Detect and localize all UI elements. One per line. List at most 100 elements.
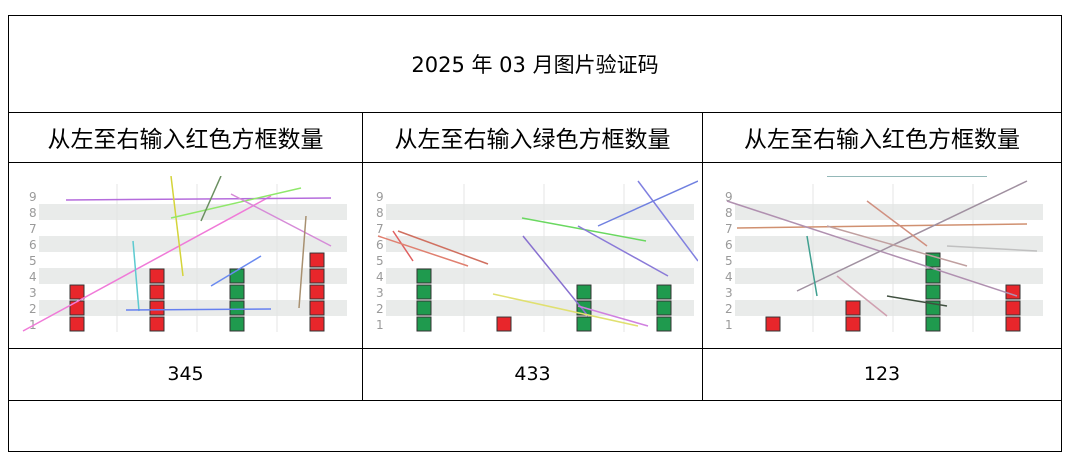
row-label: 3 bbox=[29, 286, 37, 300]
noise-line bbox=[230, 192, 331, 247]
red-box bbox=[309, 268, 324, 284]
grid-band bbox=[735, 267, 1043, 284]
row-label: 9 bbox=[725, 190, 733, 204]
row-label: 5 bbox=[725, 254, 733, 268]
green-box bbox=[416, 316, 431, 332]
green-box bbox=[229, 316, 244, 332]
noise-line bbox=[796, 179, 1028, 292]
green-box bbox=[925, 316, 941, 332]
row-label: 1 bbox=[725, 318, 733, 332]
green-box bbox=[656, 284, 671, 300]
empty-footer-cell bbox=[8, 399, 1062, 453]
row-label: 5 bbox=[29, 254, 37, 268]
row-label: 4 bbox=[376, 270, 384, 284]
noise-line bbox=[886, 294, 948, 307]
red-box bbox=[309, 284, 324, 300]
green-box bbox=[925, 284, 941, 300]
row-label: 2 bbox=[725, 302, 733, 316]
red-box bbox=[1005, 316, 1021, 332]
red-box bbox=[1005, 284, 1021, 300]
row-label: 8 bbox=[725, 206, 733, 220]
captcha-sheet-table: 2025 年 03 月图片验证码 从左至右输入红色方框数量 从左至右输入绿色方框… bbox=[8, 15, 1062, 453]
row-label: 3 bbox=[725, 286, 733, 300]
row-label: 2 bbox=[376, 302, 384, 316]
noise-line bbox=[22, 194, 271, 332]
noise-line bbox=[726, 199, 1018, 297]
noise-line bbox=[397, 229, 488, 265]
red-box bbox=[496, 316, 511, 332]
red-box bbox=[1005, 300, 1021, 316]
answer-1: 345 bbox=[8, 348, 363, 401]
noise-line bbox=[210, 254, 261, 287]
instruction-3: 从左至右输入红色方框数量 bbox=[702, 111, 1062, 164]
row-label: 7 bbox=[376, 222, 384, 236]
green-box bbox=[416, 268, 431, 284]
captcha-image-2: 1 2 3 4 5 6 7 8 9 bbox=[367, 175, 698, 336]
noise-line bbox=[125, 307, 271, 311]
grid-band bbox=[385, 267, 694, 284]
row-label: 6 bbox=[29, 238, 37, 252]
noise-line bbox=[377, 234, 468, 267]
noise-line bbox=[577, 224, 668, 277]
row-label: 9 bbox=[29, 190, 37, 204]
noise-line bbox=[131, 240, 140, 311]
instruction-2: 从左至右输入绿色方框数量 bbox=[362, 111, 703, 164]
grid-band bbox=[385, 203, 694, 220]
noise-line bbox=[199, 175, 222, 221]
captcha-cell-2: 1 2 3 4 5 6 7 8 9 bbox=[362, 161, 703, 350]
grid-band bbox=[38, 203, 347, 220]
noise-line bbox=[946, 244, 1038, 252]
row-label: 8 bbox=[29, 206, 37, 220]
noise-line bbox=[636, 180, 698, 262]
grid-band bbox=[38, 235, 347, 252]
green-box bbox=[576, 284, 591, 300]
green-box bbox=[229, 284, 244, 300]
row-label: 1 bbox=[376, 318, 384, 332]
green-box bbox=[416, 300, 431, 316]
captcha-cell-3: 1 2 3 4 5 6 7 8 9 bbox=[702, 161, 1062, 350]
noise-line bbox=[170, 186, 301, 219]
green-box bbox=[656, 316, 671, 332]
grid-band bbox=[735, 203, 1043, 220]
grid-band bbox=[385, 299, 694, 316]
row-label: 7 bbox=[29, 222, 37, 236]
row-label: 9 bbox=[376, 190, 384, 204]
row-label: 2 bbox=[29, 302, 37, 316]
row-label: 7 bbox=[725, 222, 733, 236]
grid-band bbox=[735, 299, 1043, 316]
captcha-image-3: 1 2 3 4 5 6 7 8 9 bbox=[717, 175, 1047, 336]
red-box bbox=[69, 300, 84, 316]
instruction-1: 从左至右输入红色方框数量 bbox=[8, 111, 363, 164]
noise-line bbox=[836, 275, 888, 317]
red-box bbox=[69, 284, 84, 300]
row-label: 5 bbox=[376, 254, 384, 268]
green-box bbox=[925, 252, 941, 268]
answer-2: 433 bbox=[362, 348, 703, 401]
green-box bbox=[925, 268, 941, 284]
sheet-title: 2025 年 03 月图片验证码 bbox=[8, 15, 1062, 113]
row-label: 8 bbox=[376, 206, 384, 220]
red-box bbox=[845, 316, 861, 332]
red-box bbox=[845, 300, 861, 316]
noise-line bbox=[806, 235, 818, 296]
red-box bbox=[69, 316, 84, 332]
row-label: 4 bbox=[725, 270, 733, 284]
noise-line bbox=[297, 215, 307, 308]
noise-line bbox=[577, 304, 648, 327]
noise-line bbox=[826, 224, 968, 267]
red-box bbox=[149, 284, 164, 300]
row-label: 3 bbox=[376, 286, 384, 300]
answer-3: 123 bbox=[702, 348, 1062, 401]
red-box bbox=[309, 252, 324, 268]
red-box bbox=[149, 268, 164, 284]
noise-line bbox=[521, 235, 589, 317]
noise-line bbox=[492, 292, 638, 327]
noise-line bbox=[391, 230, 414, 262]
noise-line bbox=[597, 179, 698, 227]
red-box bbox=[149, 316, 164, 332]
red-box bbox=[765, 316, 781, 332]
green-box bbox=[416, 284, 431, 300]
green-box bbox=[229, 300, 244, 316]
noise-line bbox=[65, 196, 331, 201]
